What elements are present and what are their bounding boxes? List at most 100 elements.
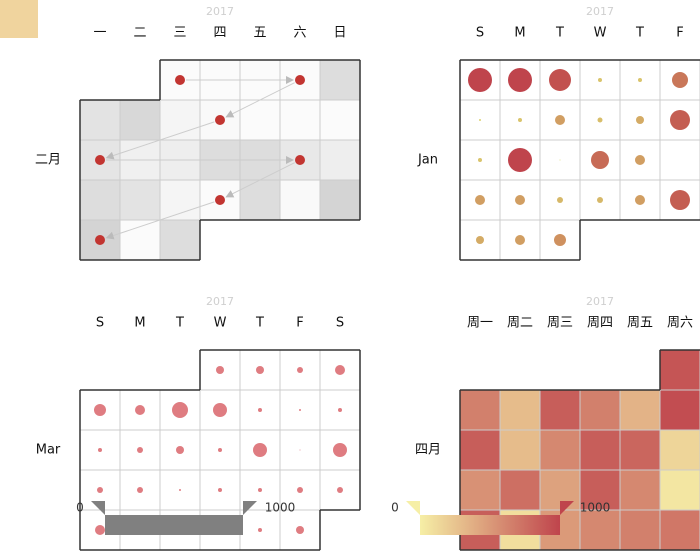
day-bubble: [475, 195, 485, 205]
day-label: 周六: [667, 316, 693, 331]
day-bubble: [335, 365, 345, 375]
day-bubble: [135, 405, 145, 415]
day-label: F: [676, 26, 683, 41]
day-bubble: [508, 68, 532, 92]
legend-icon[interactable]: [0, 0, 38, 38]
graph-node: [295, 75, 305, 85]
day-bubble: [299, 409, 301, 411]
day-label: 周四: [587, 316, 613, 331]
day-bubble: [518, 118, 522, 122]
day-bubble: [216, 366, 224, 374]
day-cell: [579, 469, 621, 511]
day-cell: [459, 429, 501, 471]
day-bubble: [172, 402, 188, 418]
month-label: Mar: [36, 443, 61, 458]
day-cell: [159, 179, 201, 221]
day-cell: [159, 99, 201, 141]
visual-map-handle[interactable]: [406, 501, 420, 515]
graph-edge: [105, 121, 215, 160]
day-bubble: [179, 489, 181, 491]
day-cell: [499, 389, 541, 431]
day-cell: [239, 99, 281, 141]
day-bubble: [672, 72, 688, 88]
visual-map-handle[interactable]: [243, 501, 257, 515]
day-cell: [459, 389, 501, 431]
visual-map-bar: [105, 515, 243, 535]
day-bubble: [213, 403, 227, 417]
day-label: 周二: [507, 316, 533, 331]
day-cell: [659, 389, 700, 431]
day-cell: [579, 429, 621, 471]
day-cell: [539, 389, 581, 431]
day-bubble: [299, 449, 301, 451]
day-cell: [459, 469, 501, 511]
day-cell: [659, 469, 700, 511]
day-bubble: [468, 68, 492, 92]
day-cell: [619, 429, 661, 471]
day-bubble: [218, 448, 222, 452]
visual-map-max: 1000: [580, 501, 611, 515]
day-label: W: [214, 316, 227, 331]
day-label: T: [635, 26, 644, 41]
day-label: S: [336, 316, 344, 331]
graph-node: [215, 115, 225, 125]
day-cell: [119, 99, 161, 141]
day-label: F: [296, 316, 303, 331]
day-cell: [619, 469, 661, 511]
day-label: M: [514, 26, 525, 41]
day-cell: [659, 509, 700, 551]
day-bubble: [515, 235, 525, 245]
day-bubble: [258, 528, 262, 532]
day-bubble: [338, 408, 342, 412]
day-cell: [659, 429, 700, 471]
day-bubble: [508, 148, 532, 172]
day-label: 周五: [627, 316, 653, 331]
day-bubble: [515, 195, 525, 205]
day-bubble: [636, 116, 644, 124]
day-bubble: [297, 367, 303, 373]
calendar-year: 2017: [586, 5, 614, 18]
day-bubble: [296, 526, 304, 534]
day-bubble: [98, 448, 102, 452]
day-cell: [319, 99, 361, 141]
day-bubble: [176, 446, 184, 454]
graph-node: [175, 75, 185, 85]
day-label: 二: [133, 26, 146, 41]
day-cell: [579, 389, 621, 431]
day-cell: [499, 429, 541, 471]
day-bubble: [218, 488, 222, 492]
day-bubble: [97, 487, 103, 493]
day-bubble: [297, 487, 303, 493]
day-label: M: [134, 316, 145, 331]
day-bubble: [597, 197, 603, 203]
day-bubble: [94, 404, 106, 416]
day-label: 四: [213, 26, 226, 41]
day-bubble: [670, 110, 690, 130]
visual-map-min: 0: [391, 501, 399, 515]
day-bubble: [638, 78, 642, 82]
day-bubble: [555, 115, 565, 125]
visual-map-handle[interactable]: [91, 501, 105, 515]
visual-map-max: 1000: [265, 501, 296, 515]
day-cell: [499, 469, 541, 511]
day-cell: [279, 179, 321, 221]
calendar-year: 2017: [206, 5, 234, 18]
visual-map-bar: [420, 515, 560, 535]
day-bubble: [256, 366, 264, 374]
graph-node: [215, 195, 225, 205]
day-cell: [79, 179, 121, 221]
calendar-year: 2017: [586, 295, 614, 308]
day-label: S: [96, 316, 104, 331]
day-bubble: [597, 117, 603, 123]
day-bubble: [670, 190, 690, 210]
visual-map-handle[interactable]: [560, 501, 574, 515]
day-bubble: [635, 155, 645, 165]
day-label: T: [175, 316, 184, 331]
day-cell: [579, 509, 621, 551]
graph-edge: [105, 201, 215, 240]
calendar-year: 2017: [206, 295, 234, 308]
day-bubble: [557, 197, 563, 203]
day-bubble: [549, 69, 571, 91]
day-cell: [119, 179, 161, 221]
day-label: T: [255, 316, 264, 331]
